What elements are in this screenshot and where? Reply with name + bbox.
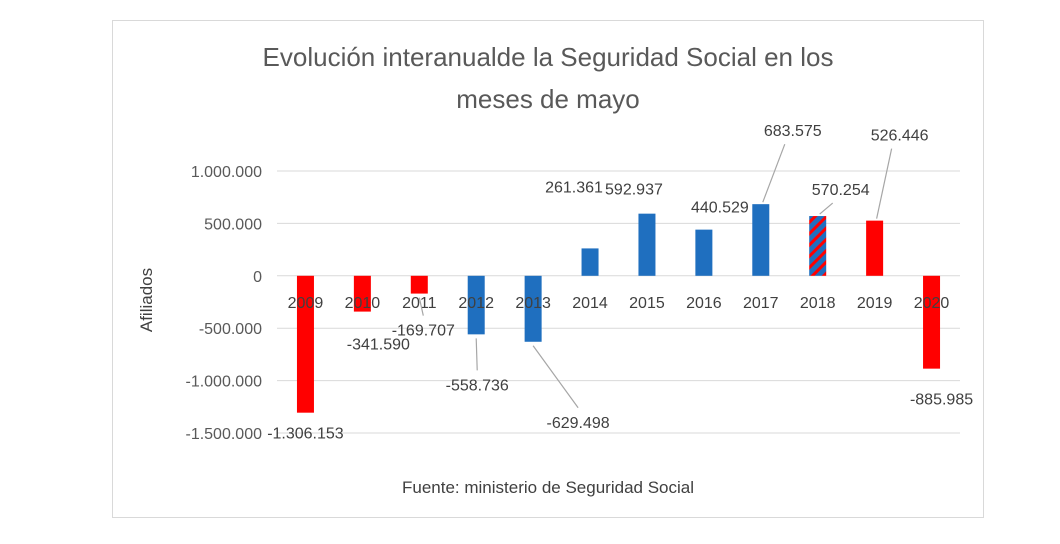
x-tick-label: 2018: [800, 295, 836, 312]
y-tick-label: -1.000.000: [185, 374, 262, 391]
data-label-2017: 683.575: [764, 123, 822, 140]
leader-line: [418, 297, 424, 316]
bar-2017: [752, 204, 770, 276]
data-label-2014: 261.361: [545, 179, 603, 196]
data-label-2015: 592.937: [605, 182, 663, 199]
leader-line: [475, 338, 478, 371]
x-tick-label: 2019: [857, 295, 893, 312]
leader-lines: [418, 143, 893, 409]
bar-2014: [581, 248, 599, 276]
x-tick-label: 2015: [629, 295, 665, 312]
bar-2010: [353, 275, 371, 312]
x-tick-label: 2010: [345, 295, 381, 312]
leader-line: [819, 202, 834, 215]
data-label-2013: -629.498: [547, 415, 610, 432]
y-axis-title: Afiliados: [137, 268, 156, 332]
leader-line: [762, 143, 786, 203]
data-label-2012: -558.736: [446, 377, 509, 394]
x-tick-label: 2014: [572, 295, 608, 312]
bar-2018: [809, 216, 827, 276]
data-label-2010: -341.590: [347, 337, 410, 354]
x-tick-label: 2020: [914, 295, 950, 312]
leader-line: [876, 148, 893, 219]
bar-2013: [524, 275, 542, 342]
data-label-2018: 570.254: [812, 182, 870, 199]
data-label-2016: 440.529: [691, 200, 749, 217]
source-note: Fuente: ministerio de Seguridad Social: [402, 478, 694, 497]
y-tick-label: -500.000: [199, 321, 262, 338]
chart-title-line-2: meses de mayo: [456, 84, 640, 114]
data-label-2019: 526.446: [871, 128, 929, 145]
leader-line: [532, 345, 579, 409]
y-axis-ticks: 1.000.000 500.000 0 -500.000 -1.000.000 -1.50…: [185, 164, 262, 443]
bar-2009: [296, 275, 314, 413]
y-tick-label: -1.500.000: [185, 426, 262, 443]
x-tick-label: 2012: [458, 295, 494, 312]
bar-2020: [923, 275, 941, 369]
chart-frame: [112, 20, 984, 518]
y-tick-label: 500.000: [204, 216, 262, 233]
data-labels: -1.306.153 -341.590-169.707 -558.736 -629.4…: [267, 123, 973, 443]
x-axis-ticks: 2009 2010 2011 2012 2013 2014 2015 2016 2017 2018…: [288, 295, 950, 312]
x-tick-label: 2009: [288, 295, 324, 312]
data-label-2011: -169.707: [392, 323, 455, 340]
bar-2015: [638, 213, 656, 276]
bar-2011: [410, 275, 428, 294]
chart-title-line-1: Evolución interanualde la Seguridad Soci…: [262, 42, 834, 72]
bar-2019: [866, 220, 884, 276]
grid-layer: [277, 170, 960, 434]
bar-2012: [467, 275, 485, 335]
bar-2016: [695, 229, 713, 276]
data-label-2020: -885.985: [910, 392, 973, 409]
y-tick-label: 0: [253, 269, 262, 286]
x-tick-label: 2016: [686, 295, 722, 312]
x-tick-label: 2011: [402, 295, 437, 312]
y-tick-label: 1.000.000: [191, 164, 262, 181]
x-tick-label: 2013: [515, 295, 551, 312]
x-tick-label: 2017: [743, 295, 779, 312]
data-label-2009: -1.306.153: [267, 426, 344, 443]
bars-layer: [296, 204, 941, 413]
